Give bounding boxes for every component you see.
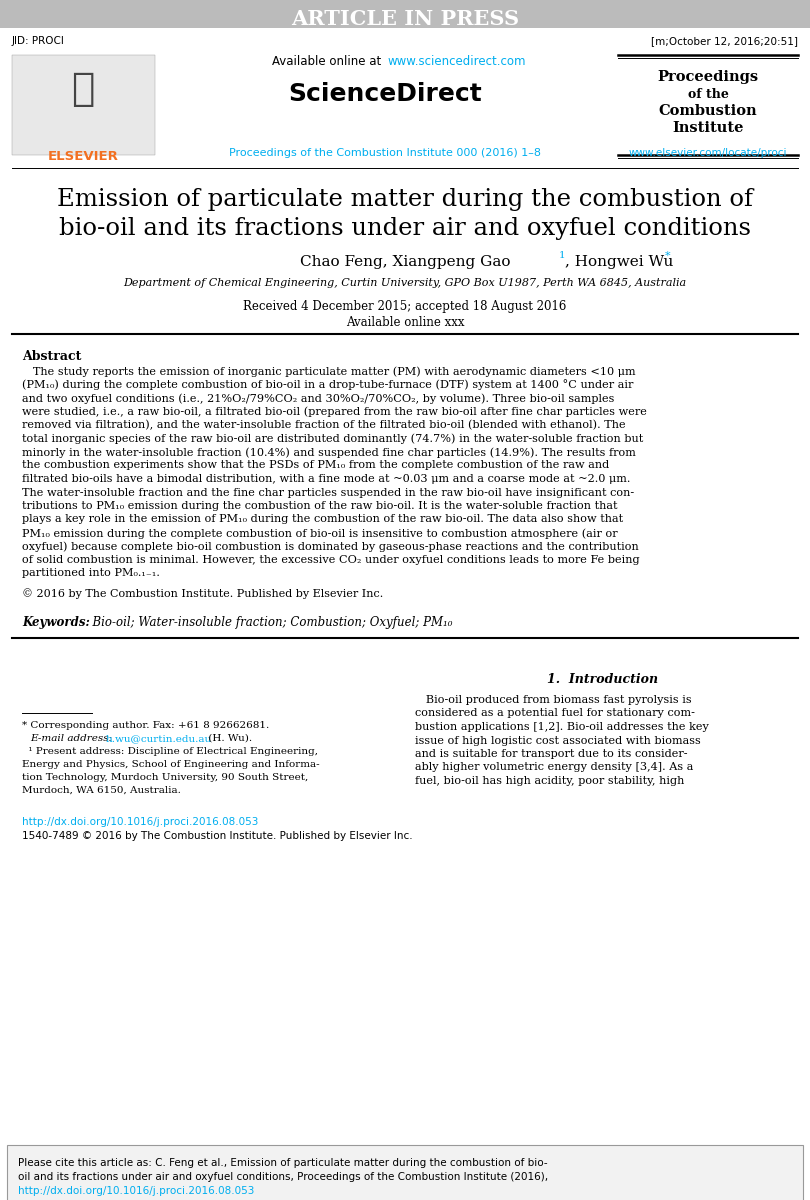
Text: 🌲: 🌲: [71, 70, 95, 108]
Text: The study reports the emission of inorganic particulate matter (PM) with aerodyn: The study reports the emission of inorga…: [22, 366, 636, 377]
FancyBboxPatch shape: [7, 1145, 803, 1200]
Bar: [12, 55, 155, 155]
Text: plays a key role in the emission of PM₁₀ during the combustion of the raw bio-oi: plays a key role in the emission of PM₁₀…: [22, 515, 623, 524]
Text: Combustion: Combustion: [659, 104, 757, 118]
Text: Chao Feng, Xiangpeng Gao: Chao Feng, Xiangpeng Gao: [300, 254, 510, 269]
Text: Available online xxx: Available online xxx: [346, 316, 464, 329]
Text: Available online at: Available online at: [272, 55, 385, 68]
Text: © 2016 by The Combustion Institute. Published by Elsevier Inc.: © 2016 by The Combustion Institute. Publ…: [22, 588, 383, 599]
Text: the combustion experiments show that the PSDs of PM₁₀ from the complete combusti: the combustion experiments show that the…: [22, 461, 609, 470]
Text: (H. Wu).: (H. Wu).: [205, 734, 252, 743]
Text: ably higher volumetric energy density [3,4]. As a: ably higher volumetric energy density [3…: [415, 762, 693, 773]
Text: partitioned into PM₀.₁₋₁.: partitioned into PM₀.₁₋₁.: [22, 569, 160, 578]
Text: 1: 1: [559, 251, 565, 260]
Text: The water-insoluble fraction and the fine char particles suspended in the raw bi: The water-insoluble fraction and the fin…: [22, 487, 634, 498]
Text: tributions to PM₁₀ emission during the combustion of the raw bio-oil. It is the : tributions to PM₁₀ emission during the c…: [22, 502, 617, 511]
Text: fuel, bio-oil has high acidity, poor stability, high: fuel, bio-oil has high acidity, poor sta…: [415, 776, 684, 786]
Text: issue of high logistic cost associated with biomass: issue of high logistic cost associated w…: [415, 736, 701, 745]
Text: www.sciencedirect.com: www.sciencedirect.com: [387, 55, 526, 68]
Text: of solid combustion is minimal. However, the excessive CO₂ under oxyfuel conditi: of solid combustion is minimal. However,…: [22, 554, 640, 565]
Text: 1540-7489 © 2016 by The Combustion Institute. Published by Elsevier Inc.: 1540-7489 © 2016 by The Combustion Insti…: [22, 830, 412, 841]
Text: and two oxyfuel conditions (i.e., 21%O₂/79%CO₂ and 30%O₂/70%CO₂, by volume). Thr: and two oxyfuel conditions (i.e., 21%O₂/…: [22, 392, 614, 403]
Text: [m;October 12, 2016;20:51]: [m;October 12, 2016;20:51]: [651, 36, 798, 46]
Text: bio-oil and its fractions under air and oxyfuel conditions: bio-oil and its fractions under air and …: [59, 217, 751, 240]
Text: , Hongwei Wu: , Hongwei Wu: [565, 254, 673, 269]
Text: Please cite this article as: C. Feng et al., Emission of particulate matter duri: Please cite this article as: C. Feng et …: [18, 1158, 548, 1168]
Text: were studied, i.e., a raw bio-oil, a filtrated bio-oil (prepared from the raw bi: were studied, i.e., a raw bio-oil, a fil…: [22, 407, 647, 418]
Text: 1.  Introduction: 1. Introduction: [547, 673, 658, 686]
Text: h.wu@curtin.edu.au: h.wu@curtin.edu.au: [106, 734, 212, 743]
Text: ScienceDirect: ScienceDirect: [288, 82, 482, 106]
Text: total inorganic species of the raw bio-oil are distributed dominantly (74.7%) in: total inorganic species of the raw bio-o…: [22, 433, 643, 444]
Text: removed via filtration), and the water-insoluble fraction of the filtrated bio-o: removed via filtration), and the water-i…: [22, 420, 625, 431]
Text: Abstract: Abstract: [22, 350, 81, 362]
Text: ¹ Present address: Discipline of Electrical Engineering,: ¹ Present address: Discipline of Electri…: [22, 746, 318, 756]
Text: oil and its fractions under air and oxyfuel conditions, Proceedings of the Combu: oil and its fractions under air and oxyf…: [18, 1172, 548, 1182]
Text: of the: of the: [688, 88, 728, 101]
Text: PM₁₀ emission during the complete combustion of bio-oil is insensitive to combus: PM₁₀ emission during the complete combus…: [22, 528, 617, 539]
Text: bustion applications [1,2]. Bio-oil addresses the key: bustion applications [1,2]. Bio-oil addr…: [415, 722, 709, 732]
Text: Proceedings: Proceedings: [658, 70, 758, 84]
Text: E-mail address:: E-mail address:: [30, 734, 112, 743]
Text: considered as a potential fuel for stationary com-: considered as a potential fuel for stati…: [415, 708, 695, 719]
Text: http://dx.doi.org/10.1016/j.proci.2016.08.053: http://dx.doi.org/10.1016/j.proci.2016.0…: [22, 817, 258, 827]
Text: Institute: Institute: [672, 121, 744, 134]
Text: Proceedings of the Combustion Institute 000 (2016) 1–8: Proceedings of the Combustion Institute …: [229, 148, 541, 158]
Text: Bio-oil produced from biomass fast pyrolysis is: Bio-oil produced from biomass fast pyrol…: [415, 695, 692, 704]
Text: Emission of particulate matter during the combustion of: Emission of particulate matter during th…: [57, 188, 753, 211]
Text: www.elsevier.com/locate/proci: www.elsevier.com/locate/proci: [629, 148, 787, 158]
Text: minorly in the water-insoluble fraction (10.4%) and suspended fine char particle: minorly in the water-insoluble fraction …: [22, 446, 636, 457]
Text: Murdoch, WA 6150, Australia.: Murdoch, WA 6150, Australia.: [22, 786, 181, 794]
Text: tion Technology, Murdoch University, 90 South Street,: tion Technology, Murdoch University, 90 …: [22, 773, 309, 782]
Text: *: *: [665, 251, 671, 260]
Text: filtrated bio-oils have a bimodal distribution, with a fine mode at ~0.03 μm and: filtrated bio-oils have a bimodal distri…: [22, 474, 630, 484]
Text: oxyfuel) because complete bio-oil combustion is dominated by gaseous-phase react: oxyfuel) because complete bio-oil combus…: [22, 541, 639, 552]
Text: * Corresponding author. Fax: +61 8 92662681.: * Corresponding author. Fax: +61 8 92662…: [22, 721, 269, 730]
Text: (PM₁₀) during the complete combustion of bio-oil in a drop-tube-furnace (DTF) sy: (PM₁₀) during the complete combustion of…: [22, 379, 633, 390]
Text: Received 4 December 2015; accepted 18 August 2016: Received 4 December 2015; accepted 18 Au…: [243, 300, 567, 313]
Text: Department of Chemical Engineering, Curtin University, GPO Box U1987, Perth WA 6: Department of Chemical Engineering, Curt…: [123, 278, 687, 288]
Text: http://dx.doi.org/10.1016/j.proci.2016.08.053: http://dx.doi.org/10.1016/j.proci.2016.0…: [18, 1186, 254, 1196]
Bar: [0, 0, 810, 28]
Text: Keywords:: Keywords:: [22, 616, 90, 629]
Text: Energy and Physics, School of Engineering and Informa-: Energy and Physics, School of Engineerin…: [22, 760, 320, 769]
Text: ELSEVIER: ELSEVIER: [48, 150, 118, 163]
Text: and is suitable for transport due to its consider-: and is suitable for transport due to its…: [415, 749, 688, 758]
Text: JID: PROCI: JID: PROCI: [12, 36, 65, 46]
Text: ARTICLE IN PRESS: ARTICLE IN PRESS: [291, 8, 519, 29]
Text: Bio-oil; Water-insoluble fraction; Combustion; Oxyfuel; PM₁₀: Bio-oil; Water-insoluble fraction; Combu…: [85, 616, 453, 629]
